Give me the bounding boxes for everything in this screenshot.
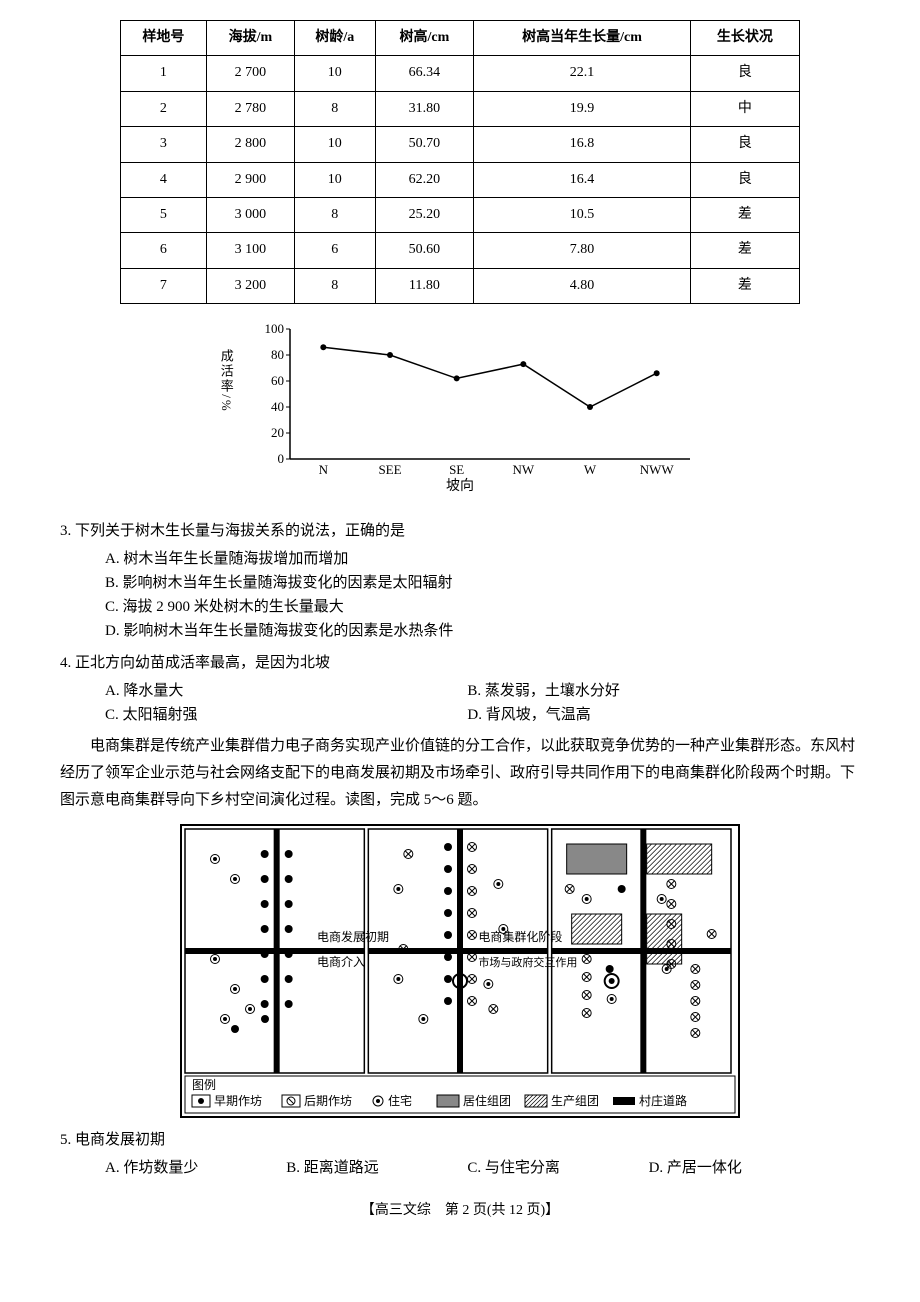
q3-opt-c: C. 海拔 2 900 米处树木的生长量最大 — [105, 595, 860, 619]
ecommerce-diagram: 电商发展初期电商介入 电商集群化阶段市场与政府交互作用图例早期作坊 后期作坊 住宅 居住… — [180, 824, 740, 1118]
svg-text:NW: NW — [512, 462, 534, 474]
q5-opt-a: A. 作坊数量少 — [105, 1156, 286, 1180]
q4-opt-c: C. 太阳辐射强 — [105, 703, 467, 727]
passage-56: 电商集群是传统产业集群借力电子商务实现产业价值链的分工合作，以此获取竞争优势的一… — [60, 733, 860, 814]
svg-text:后期作坊: 后期作坊 — [304, 1093, 352, 1108]
svg-text:生产组团: 生产组团 — [551, 1094, 599, 1108]
q3-stem: 3. 下列关于树木生长量与海拔关系的说法，正确的是 — [60, 523, 405, 539]
svg-text:40: 40 — [271, 399, 284, 414]
question-5: 5. 电商发展初期 — [60, 1128, 860, 1152]
svg-text:电商介入: 电商介入 — [317, 954, 365, 969]
survival-chart: 成活率/% 020406080100NSEESENWWNWW 坡向 — [220, 319, 700, 498]
q3-opt-b: B. 影响树木当年生长量随海拔变化的因素是太阳辐射 — [105, 571, 860, 595]
q3-opt-a: A. 树木当年生长量随海拔增加而增加 — [105, 547, 860, 571]
svg-text:0: 0 — [278, 451, 285, 466]
chart-xlabel: 坡向 — [220, 476, 700, 498]
svg-text:住宅: 住宅 — [388, 1093, 412, 1108]
q3-options: A. 树木当年生长量随海拔增加而增加 B. 影响树木当年生长量随海拔变化的因素是… — [105, 547, 860, 643]
q5-stem: 5. 电商发展初期 — [60, 1132, 165, 1148]
chart-ylabel: 成活率/% — [215, 349, 236, 412]
q4-options: A. 降水量大 B. 蒸发弱，土壤水分好 C. 太阳辐射强 D. 背风坡，气温高 — [105, 679, 860, 727]
svg-text:N: N — [319, 462, 329, 474]
q5-options: A. 作坊数量少 B. 距离道路远 C. 与住宅分离 D. 产居一体化 — [105, 1156, 860, 1180]
svg-text:图例: 图例 — [192, 1078, 216, 1092]
q5-opt-b: B. 距离道路远 — [286, 1156, 467, 1180]
svg-text:100: 100 — [265, 321, 285, 336]
q4-stem: 4. 正北方向幼苗成活率最高，是因为北坡 — [60, 655, 330, 671]
svg-text:早期作坊: 早期作坊 — [214, 1093, 262, 1108]
svg-text:电商发展初期: 电商发展初期 — [317, 929, 389, 944]
q3-opt-d: D. 影响树木当年生长量随海拔变化的因素是水热条件 — [105, 619, 860, 643]
q5-opt-d: D. 产居一体化 — [649, 1156, 830, 1180]
svg-text:SE: SE — [449, 462, 464, 474]
question-3: 3. 下列关于树木生长量与海拔关系的说法，正确的是 — [60, 519, 860, 543]
svg-text:居住组团: 居住组团 — [463, 1094, 511, 1108]
svg-text:市场与政府交互作用: 市场与政府交互作用 — [478, 955, 577, 969]
growth-table: 样地号海拔/m树龄/a树高/cm树高当年生长量/cm生长状况 12 700106… — [120, 20, 800, 304]
svg-text:电商集群化阶段: 电商集群化阶段 — [478, 929, 562, 944]
q4-opt-d: D. 背风坡，气温高 — [467, 703, 829, 727]
q4-opt-b: B. 蒸发弱，土壤水分好 — [467, 679, 829, 703]
svg-text:20: 20 — [271, 425, 284, 440]
question-4: 4. 正北方向幼苗成活率最高，是因为北坡 — [60, 651, 860, 675]
svg-text:NWW: NWW — [640, 462, 675, 474]
svg-text:60: 60 — [271, 373, 284, 388]
page-footer: 【高三文综 第 2 页(共 12 页)】 — [60, 1200, 860, 1222]
q5-opt-c: C. 与住宅分离 — [467, 1156, 648, 1180]
svg-text:W: W — [584, 462, 597, 474]
q4-opt-a: A. 降水量大 — [105, 679, 467, 703]
svg-text:80: 80 — [271, 347, 284, 362]
svg-text:SEE: SEE — [378, 462, 401, 474]
svg-text:村庄道路: 村庄道路 — [639, 1093, 687, 1108]
